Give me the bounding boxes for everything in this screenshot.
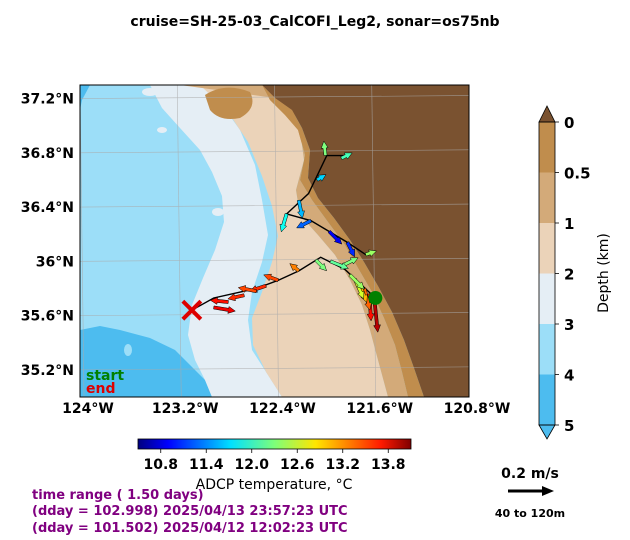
current-vector-arrow	[348, 273, 365, 290]
scale-arrow-head	[542, 486, 554, 496]
temp-tick-label: 10.8	[143, 457, 178, 473]
temperature-colorbar: 10.8 11.4 12.0 12.6 13.2 13.8 ADCP temperatur…	[137, 438, 412, 493]
temp-tick-label: 11.4	[189, 457, 224, 473]
lon-tick-label: 122.4°W	[249, 401, 316, 417]
lon-tick-label: 121.6°W	[346, 401, 413, 417]
current-vector-arrow	[289, 263, 301, 273]
lat-tick-label: 36.8°N	[21, 146, 74, 162]
longitude-tick-labels: 124°W 123.2°W 122.4°W 121.6°W 120.8°W	[62, 401, 510, 417]
grid-meridian	[176, 85, 182, 397]
current-vector-arrow	[320, 140, 329, 156]
depth-band	[539, 122, 555, 173]
scale-arrow-label: 0.2 m/s	[501, 466, 559, 482]
map-grid	[80, 85, 469, 397]
depth-band	[539, 273, 555, 324]
temp-tick-label: 13.8	[371, 457, 406, 473]
temp-tick-label: 13.2	[325, 457, 360, 473]
grid-parallel	[80, 95, 469, 99]
grid-meridian	[468, 85, 469, 109]
grid-parallel	[80, 203, 469, 208]
track-line	[285, 154, 367, 256]
current-vector-arrow	[315, 174, 327, 182]
deep-corner	[80, 85, 90, 110]
lon-tick-label: 124°W	[62, 401, 114, 417]
current-vector-arrow	[209, 297, 229, 305]
track-markers	[181, 290, 383, 321]
abyssal-plain	[80, 326, 212, 397]
lat-tick-label: 36.4°N	[21, 200, 74, 216]
depth-tick-label: 5	[564, 417, 574, 435]
temperature-colorbar-label: ADCP temperature, °C	[196, 477, 353, 493]
grid-parallel	[80, 312, 469, 316]
lat-tick-label: 36°N	[36, 254, 74, 270]
current-vector-arrow	[329, 259, 349, 270]
current-vector-arrow	[237, 285, 257, 294]
time-start-line: (dday = 101.502) 2025/04/12 12:02:23 UTC	[32, 521, 348, 536]
current-vector-arrow	[327, 230, 343, 245]
current-vector-arrow	[227, 293, 245, 302]
depth-tick-label: 0	[564, 114, 574, 132]
depth-tick-label: 3	[564, 316, 574, 334]
depth-band	[539, 324, 555, 375]
bank-feature	[205, 87, 253, 119]
seamount-3	[142, 88, 158, 96]
scale-arrow-legend: 0.2 m/s 40 to 120m	[495, 466, 565, 520]
grid-parallel	[80, 149, 469, 154]
time-info-block: time range ( 1.50 days) (dday = 102.998)…	[32, 488, 348, 536]
start-legend-label: start	[86, 368, 124, 384]
current-vector-arrow	[296, 199, 305, 219]
slope-2-3km	[150, 85, 282, 397]
depth-tick-label: 1	[564, 215, 574, 233]
depth-colorbar: 0 0.5 1 2 3 4 5 Depth (km)	[538, 105, 612, 440]
depth-band	[539, 223, 555, 274]
depth-band	[539, 374, 555, 425]
temp-tick-label: 12.6	[280, 457, 315, 473]
end-legend-label: end	[86, 381, 115, 397]
temperature-colorbar-gradient	[137, 438, 412, 450]
shelf-0.5-1km	[180, 85, 408, 397]
grid-meridian	[371, 85, 377, 397]
depth-tick-label: 4	[564, 367, 574, 385]
current-vector-arrow	[263, 273, 280, 283]
land-coast	[262, 85, 469, 397]
map-frame	[79, 84, 470, 398]
current-vector-arrow	[213, 305, 236, 314]
depth-colorbar-bottom-extend	[538, 424, 556, 440]
depth-tick-label: 2	[564, 266, 574, 284]
depth-tick-label: 0.5	[564, 165, 591, 183]
temp-tick-label: 12.0	[234, 457, 269, 473]
depth-band	[539, 172, 555, 223]
depth-colorbar-label: Depth (km)	[596, 233, 612, 313]
slope-1-2km	[200, 85, 388, 397]
grid-meridian	[274, 85, 279, 397]
depth-colorbar-top-extend	[538, 105, 556, 123]
lon-tick-label: 123.2°W	[152, 401, 219, 417]
grid-meridian	[80, 85, 85, 397]
start-marker	[368, 290, 383, 305]
current-vector-arrow	[314, 258, 327, 272]
current-vector-arrow	[364, 249, 378, 257]
time-end-line: (dday = 102.998) 2025/04/13 23:57:23 UTC	[32, 504, 348, 519]
latitude-tick-labels: 37.2°N 36.8°N 36.4°N 36°N 35.6°N 35.2°N	[21, 92, 74, 379]
seamount-2	[212, 208, 224, 216]
current-vector-arrow	[296, 218, 313, 229]
current-vector-arrow	[345, 241, 355, 258]
grid-parallel	[80, 258, 469, 262]
scale-arrow-depth-range: 40 to 120m	[495, 507, 565, 520]
end-marker	[181, 299, 203, 321]
grid-parallel	[80, 366, 469, 371]
lat-tick-label: 35.2°N	[21, 363, 74, 379]
time-range-line: time range ( 1.50 days)	[32, 488, 204, 503]
lat-tick-label: 35.6°N	[21, 309, 74, 325]
chart-title: cruise=SH-25-03_CalCOFI_Leg2, sonar=os75…	[130, 14, 499, 30]
seamount-1	[157, 127, 167, 133]
current-vector-arrow	[340, 152, 353, 161]
map-panel	[80, 85, 469, 397]
current-vector-arrow	[279, 213, 289, 233]
lat-tick-label: 37.2°N	[21, 92, 74, 108]
shelf-0-0.5km	[205, 85, 424, 397]
lon-tick-label: 120.8°W	[444, 401, 511, 417]
seamount-4	[124, 344, 132, 356]
